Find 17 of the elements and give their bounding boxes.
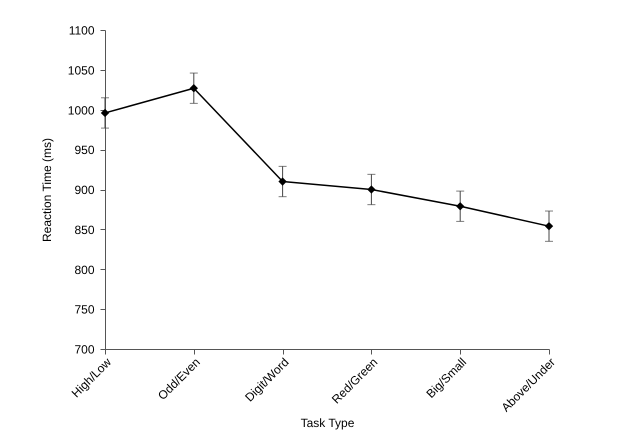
y-axis-title: Reaction Time (ms): [40, 138, 54, 242]
y-tick-label: 800: [74, 262, 95, 277]
y-tick-label: 1050: [68, 63, 95, 78]
y-tick-label: 850: [74, 222, 95, 237]
y-tick-label: 700: [74, 342, 95, 356]
point: [100, 108, 110, 118]
y-tick-label: 750: [74, 302, 95, 317]
point: [456, 202, 464, 210]
point: [544, 222, 554, 230]
x-axis-title: Task Type: [300, 416, 355, 430]
point: [367, 185, 376, 194]
y-tick-label: 1100: [68, 24, 95, 38]
y-tick-label: 900: [74, 183, 95, 197]
point: [278, 177, 287, 186]
y-tick-label: 1000: [68, 103, 95, 118]
point: [190, 84, 198, 92]
y-tick-label: 950: [74, 143, 95, 158]
